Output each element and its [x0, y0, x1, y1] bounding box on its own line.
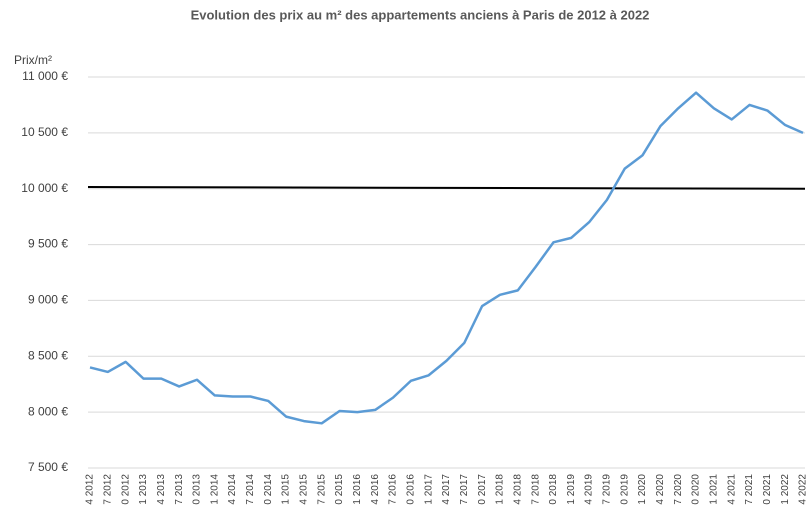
- x-tick-label: 1 2022: [780, 474, 791, 505]
- x-tick-label: 4 2017: [441, 474, 452, 505]
- x-tick-label: 4 2021: [726, 474, 737, 505]
- x-tick-label: 1 2021: [709, 474, 720, 505]
- y-tick-label: 10 500 €: [21, 125, 68, 139]
- x-tick-label: 4 2014: [227, 474, 238, 505]
- x-tick-label: 4 2015: [299, 474, 310, 505]
- x-tick-label: 4 2018: [512, 474, 523, 505]
- x-tick-label: 0 2019: [619, 474, 630, 505]
- x-tick-label: 0 2018: [548, 474, 559, 505]
- x-tick-label: 1 2016: [352, 474, 363, 505]
- x-tick-label: 4 2019: [584, 474, 595, 505]
- x-tick-label: 0 2012: [120, 474, 131, 505]
- x-tick-label: 7 2018: [530, 474, 541, 505]
- x-tick-label: 7 2017: [459, 474, 470, 505]
- y-tick-label: 10 000 €: [21, 181, 68, 195]
- x-tick-label: 1 2017: [423, 474, 434, 505]
- x-tick-label: 0 2014: [263, 474, 274, 505]
- y-tick-label: 9 000 €: [28, 293, 68, 307]
- x-tick-label: 1 2018: [495, 474, 506, 505]
- x-tick-label: 0 2020: [691, 474, 702, 505]
- x-tick-label: 7 2015: [316, 474, 327, 505]
- x-tick-label: 1 2020: [637, 474, 648, 505]
- x-tick-label: 0 2013: [192, 474, 203, 505]
- y-tick-label: 11 000 €: [22, 69, 68, 83]
- x-tick-label: 4 2012: [85, 474, 96, 505]
- x-tick-label: 1 2014: [209, 474, 220, 505]
- y-tick-label: 8 000 €: [28, 404, 68, 418]
- x-tick-label: 4 2016: [370, 474, 381, 505]
- x-tick-label: 7 2019: [602, 474, 613, 505]
- x-tick-label: 4 2022: [798, 474, 809, 505]
- x-tick-label: 0 2021: [762, 474, 773, 505]
- chart-title: Evolution des prix au m² des appartement…: [191, 7, 650, 22]
- y-tick-label: 8 500 €: [28, 348, 68, 362]
- x-tick-label: 4 2020: [655, 474, 666, 505]
- x-tick-label: 7 2016: [388, 474, 399, 505]
- y-tick-label: 9 500 €: [28, 237, 68, 251]
- y-axis-label: Prix/m²: [14, 53, 52, 67]
- x-tick-label: 7 2020: [673, 474, 684, 505]
- y-tick-label: 7 500 €: [28, 460, 68, 474]
- x-tick-label: 7 2021: [744, 474, 755, 505]
- line-series: [89, 91, 804, 425]
- x-tick-label: 0 2015: [334, 474, 345, 505]
- x-tick-label: 4 2013: [156, 474, 167, 505]
- reference-line: [87, 186, 806, 190]
- x-tick-label: 7 2012: [102, 474, 113, 505]
- x-tick-label: 1 2015: [281, 474, 292, 505]
- x-tick-label: 7 2014: [245, 474, 256, 505]
- x-tick-label: 7 2013: [174, 474, 185, 505]
- x-tick-label: 0 2016: [405, 474, 416, 505]
- x-tick-label: 1 2013: [138, 474, 149, 505]
- x-tick-label: 1 2019: [566, 474, 577, 505]
- x-tick-label: 0 2017: [477, 474, 488, 505]
